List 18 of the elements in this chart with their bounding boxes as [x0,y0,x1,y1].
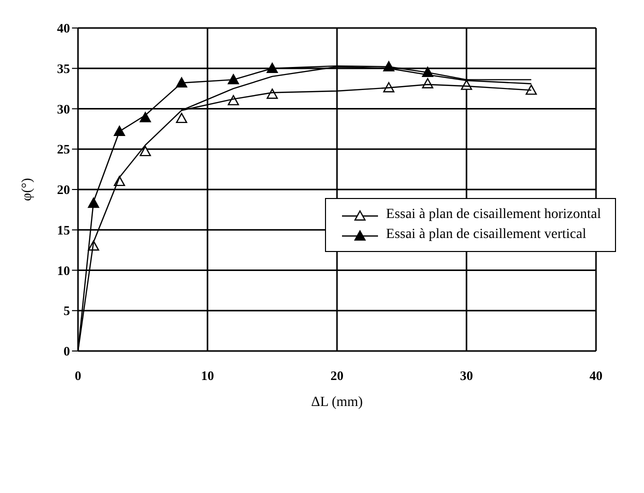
y-tick-label: 5 [64,303,70,318]
x-tick-label: 10 [201,368,214,384]
y-tick-label: 30 [57,101,70,116]
y-tick-label: 40 [57,20,70,36]
x-tick-label: 40 [590,368,602,384]
x-axis-title: ΔL (mm) [311,395,364,410]
y-tick-label: 15 [57,222,70,238]
y-tick-label: 25 [57,142,70,157]
legend-label: Essai à plan de cisaillement vertical [386,227,586,243]
legend-label: Essai à plan de cisaillement horizontal [386,207,601,223]
y-tick-label: 35 [57,60,70,76]
y-tick-label: 20 [57,182,70,198]
x-tick-label: 20 [330,368,344,384]
y-tick-label: 0 [64,344,70,359]
y-axis-title: φ(°) [20,178,35,202]
y-tick-label: 10 [57,262,70,278]
x-tick-label: 30 [460,368,473,384]
x-tick-label: 0 [74,368,82,384]
